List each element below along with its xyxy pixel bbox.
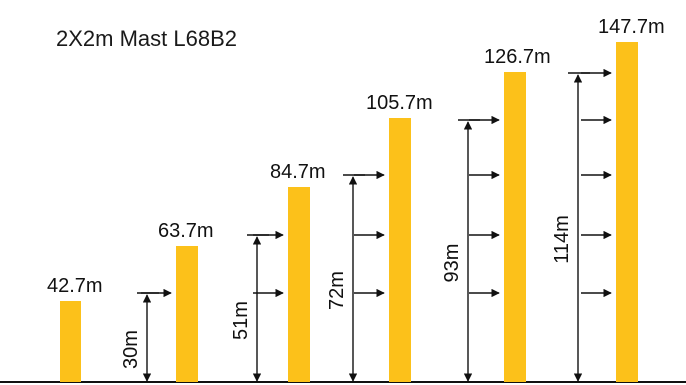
mast-height-label: 84.7m [270, 161, 326, 183]
diagram-title: 2X2m Mast L68B2 [56, 26, 237, 51]
mast-bar [176, 246, 198, 382]
mast-bar [389, 118, 411, 382]
tie-height-label: 72m [326, 271, 348, 310]
mast-height-label: 147.7m [598, 16, 665, 38]
mast-bar [60, 301, 81, 382]
tie-height-label: 93m [441, 244, 463, 283]
tie-height-label: 114m [551, 215, 573, 264]
mast-bar [616, 42, 638, 382]
mast-height-label: 105.7m [366, 92, 433, 114]
tie-height-label: 30m [120, 330, 142, 369]
mast-bar [504, 72, 526, 382]
mast-height-label: 42.7m [47, 275, 103, 297]
tie-height-label: 51m [230, 301, 252, 340]
mast-bar [288, 187, 310, 382]
mast-height-label: 63.7m [158, 220, 214, 242]
mast-height-label: 126.7m [484, 46, 551, 68]
